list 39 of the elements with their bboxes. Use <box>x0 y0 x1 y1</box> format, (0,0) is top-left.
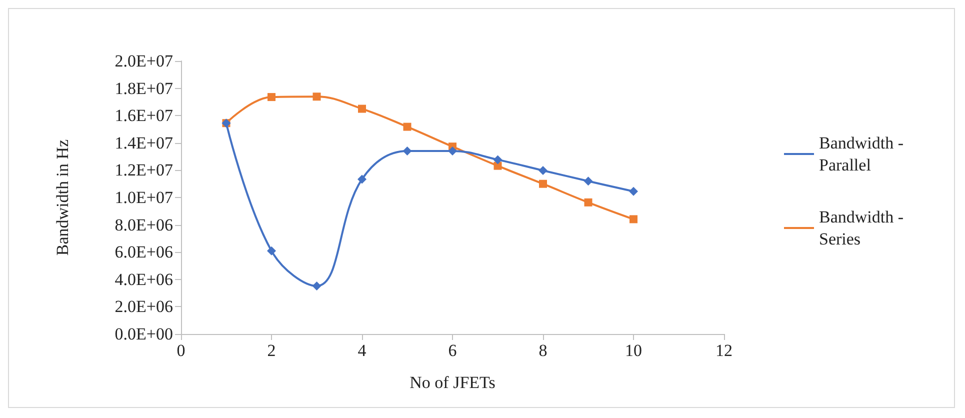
point <box>584 176 593 186</box>
y-tick-label: 1.8E+07 <box>114 78 174 98</box>
x-tick-label: 10 <box>625 341 642 360</box>
y-tick-label: 0.0E+00 <box>114 324 173 344</box>
point <box>493 155 502 164</box>
point <box>539 180 547 188</box>
y-axis-title: Bandwidth in Hz <box>53 138 72 256</box>
point <box>312 281 322 290</box>
x-tick-label: 0 <box>176 341 186 360</box>
x-tick-label: 6 <box>448 341 457 360</box>
x-tick-label: 4 <box>358 341 367 360</box>
y-tick-label: 1.4E+07 <box>114 133 174 152</box>
point <box>358 174 366 184</box>
point <box>268 93 276 102</box>
x-tick-label: 8 <box>538 341 548 360</box>
x-tick-label: 2 <box>267 341 276 360</box>
y-tick-label: 6.0E+06 <box>114 242 173 262</box>
point <box>584 198 592 206</box>
point <box>267 246 276 256</box>
y-tick-label: 2.0E+06 <box>114 297 173 316</box>
point <box>448 146 457 156</box>
x-axis-title: No of JFETs <box>410 373 496 392</box>
y-tick-label: 2.0E+07 <box>114 52 174 70</box>
y-tick-label: 1.2E+07 <box>114 160 174 180</box>
x-tick-label: 12 <box>716 341 732 360</box>
point <box>312 92 321 101</box>
legend-label: Bandwidth - Parallel <box>819 134 908 174</box>
y-tick-label: 1.0E+07 <box>114 188 174 207</box>
y-tick-label: 1.6E+07 <box>114 106 174 126</box>
point <box>630 215 638 224</box>
point <box>358 104 366 113</box>
point <box>403 122 412 131</box>
point <box>629 186 638 196</box>
y-tick-label: 4.0E+06 <box>114 270 173 289</box>
point <box>402 146 412 156</box>
y-tick-label: 8.0E+06 <box>114 215 173 234</box>
legend-label: Bandwidth - Series <box>819 208 908 248</box>
point <box>494 162 502 170</box>
point <box>538 166 548 175</box>
